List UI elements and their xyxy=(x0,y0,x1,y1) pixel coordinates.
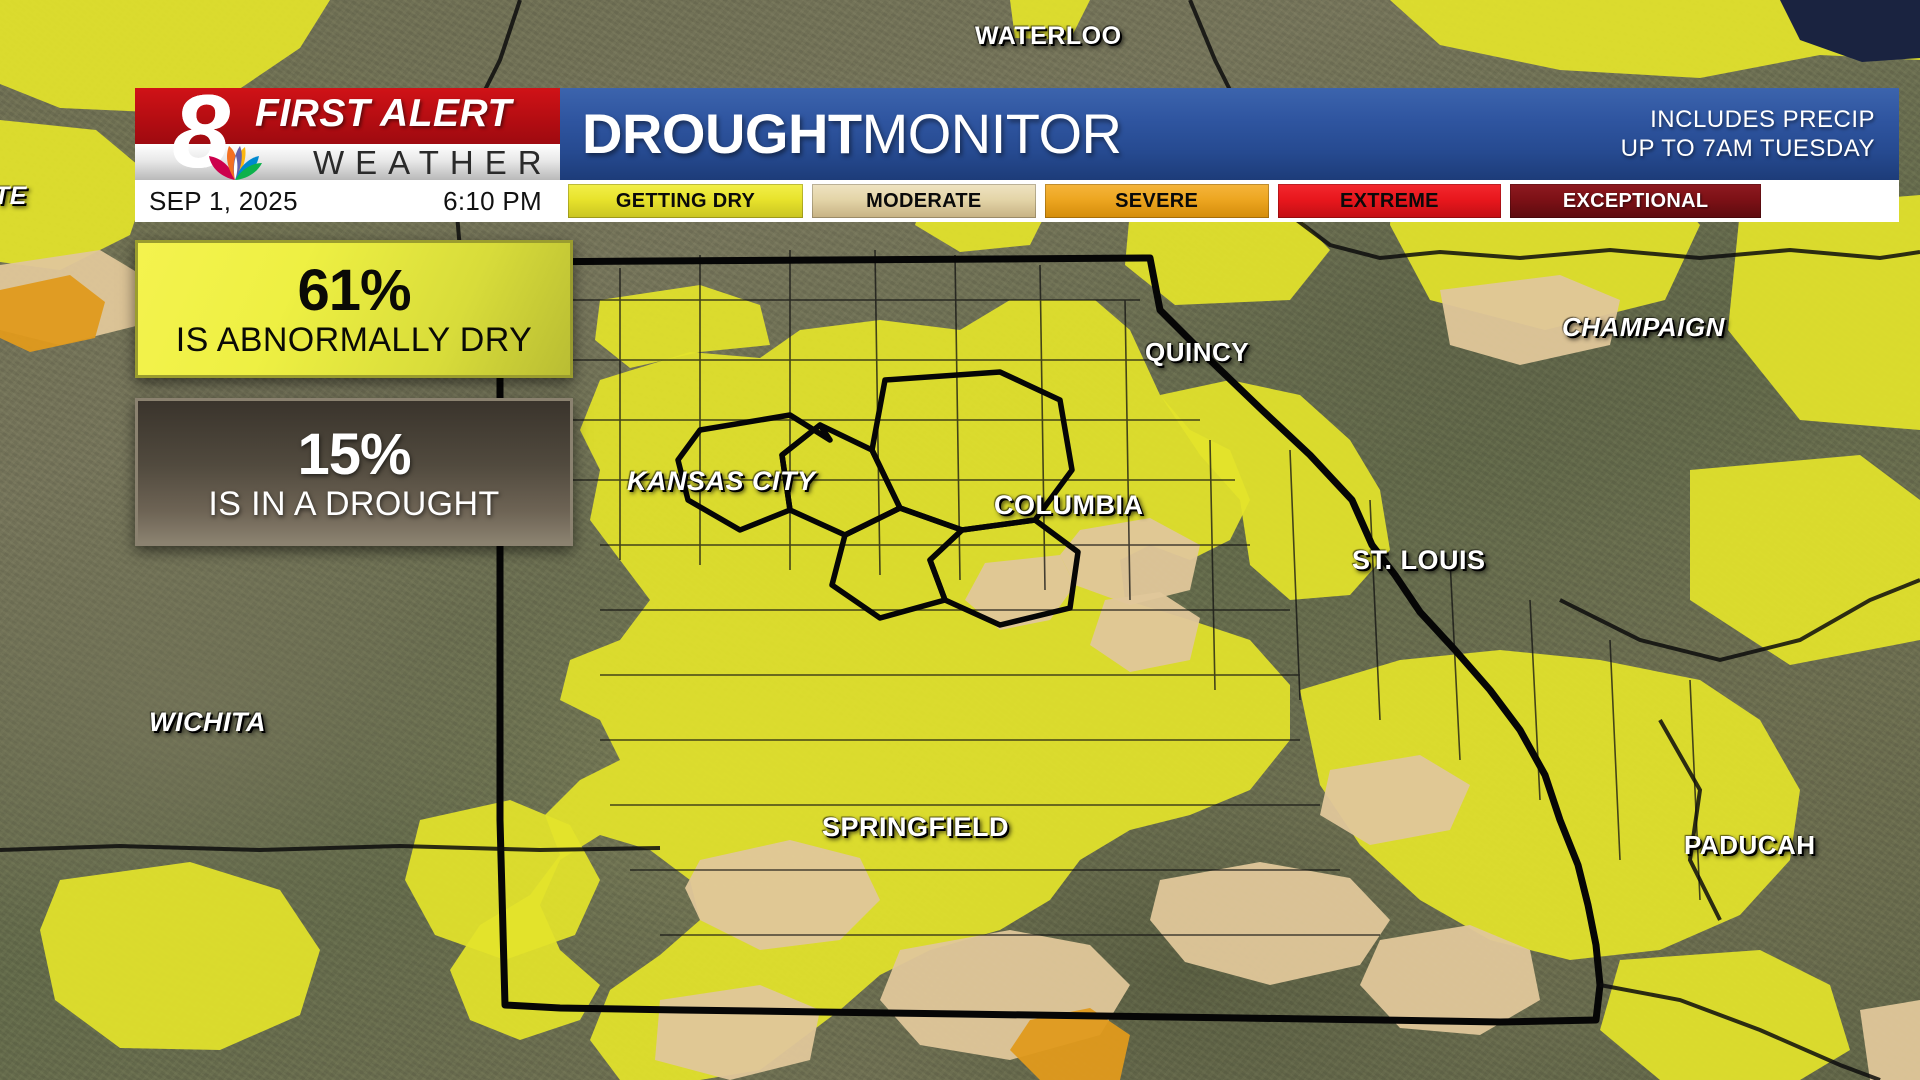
city-label-kansas-city: KANSAS CITY xyxy=(627,466,816,496)
legend-item-getting-dry[interactable]: GETTING DRY xyxy=(568,184,803,218)
datetime-bar: SEP 1, 2025 6:10 PM xyxy=(135,180,560,222)
precip-disclaimer-line2: UP TO 7AM TUESDAY xyxy=(1620,135,1875,162)
legend-item-extreme[interactable]: EXTREME xyxy=(1277,184,1502,218)
title-light-word: MONITOR xyxy=(861,102,1122,165)
city-label-wichita: WICHITA xyxy=(149,707,266,737)
nbc-peacock-icon xyxy=(209,146,262,180)
time-text: 6:10 PM xyxy=(443,185,542,216)
callout-abnormally-dry: 61% IS ABNORMALLY DRY xyxy=(135,240,573,378)
city-label-columbia: COLUMBIA xyxy=(994,490,1144,520)
title-bold-word: DROUGHT xyxy=(582,102,862,165)
city-label-waterloo: WATERLOO xyxy=(975,22,1122,50)
date-text: SEP 1, 2025 xyxy=(149,185,298,216)
title-banner: DROUGHTMONITOR INCLUDES PRECIP UP TO 7AM… xyxy=(560,88,1899,180)
city-label-partial-left: TE xyxy=(0,182,27,210)
callout-in-drought: 15% IS IN A DROUGHT xyxy=(135,398,573,546)
severe-regions xyxy=(0,275,1130,1080)
city-label-paducah: PADUCAH xyxy=(1684,830,1816,860)
first-alert-text: FIRST ALERT xyxy=(255,92,512,135)
missouri-state-outline xyxy=(496,254,1604,1026)
abnormally-dry-percent: 61% xyxy=(297,258,411,323)
legend-item-moderate[interactable]: MODERATE xyxy=(811,184,1036,218)
graphic-package: 8 FIRST ALERT WEATHER xyxy=(135,88,1899,222)
legend-item-severe[interactable]: SEVERE xyxy=(1044,184,1269,218)
precip-disclaimer-line1: INCLUDES PRECIP xyxy=(1650,106,1875,133)
city-label-springfield: SPRINGFIELD xyxy=(822,812,1010,842)
in-drought-percent: 15% xyxy=(297,422,411,487)
logo-red-band xyxy=(135,88,560,144)
city-label-champaign: CHAMPAIGN xyxy=(1562,312,1725,342)
abnormally-dry-label: IS ABNORMALLY DRY xyxy=(175,321,533,359)
city-label-st-louis: ST. LOUIS xyxy=(1352,545,1486,575)
header-bottom-row: SEP 1, 2025 6:10 PM GETTING DRY MODERATE… xyxy=(135,180,1899,222)
page-title: DROUGHTMONITOR xyxy=(582,105,1122,163)
city-label-quincy: QUINCY xyxy=(1145,337,1250,367)
legend-item-exceptional[interactable]: EXCEPTIONAL xyxy=(1510,184,1761,218)
precip-disclaimer: INCLUDES PRECIP UP TO 7AM TUESDAY xyxy=(1621,105,1875,163)
logo-grey-band xyxy=(135,144,560,180)
in-drought-label: IS IN A DROUGHT xyxy=(208,485,500,523)
weather-text: WEATHER xyxy=(313,144,553,180)
highlighted-county-group xyxy=(675,369,1081,628)
station-logo: 8 FIRST ALERT WEATHER xyxy=(135,88,560,180)
header-top-row: 8 FIRST ALERT WEATHER xyxy=(135,88,1899,180)
lake-michigan-water xyxy=(1780,0,1920,62)
severity-legend: GETTING DRY MODERATE SEVERE EXTREME EXCE… xyxy=(560,180,1899,222)
